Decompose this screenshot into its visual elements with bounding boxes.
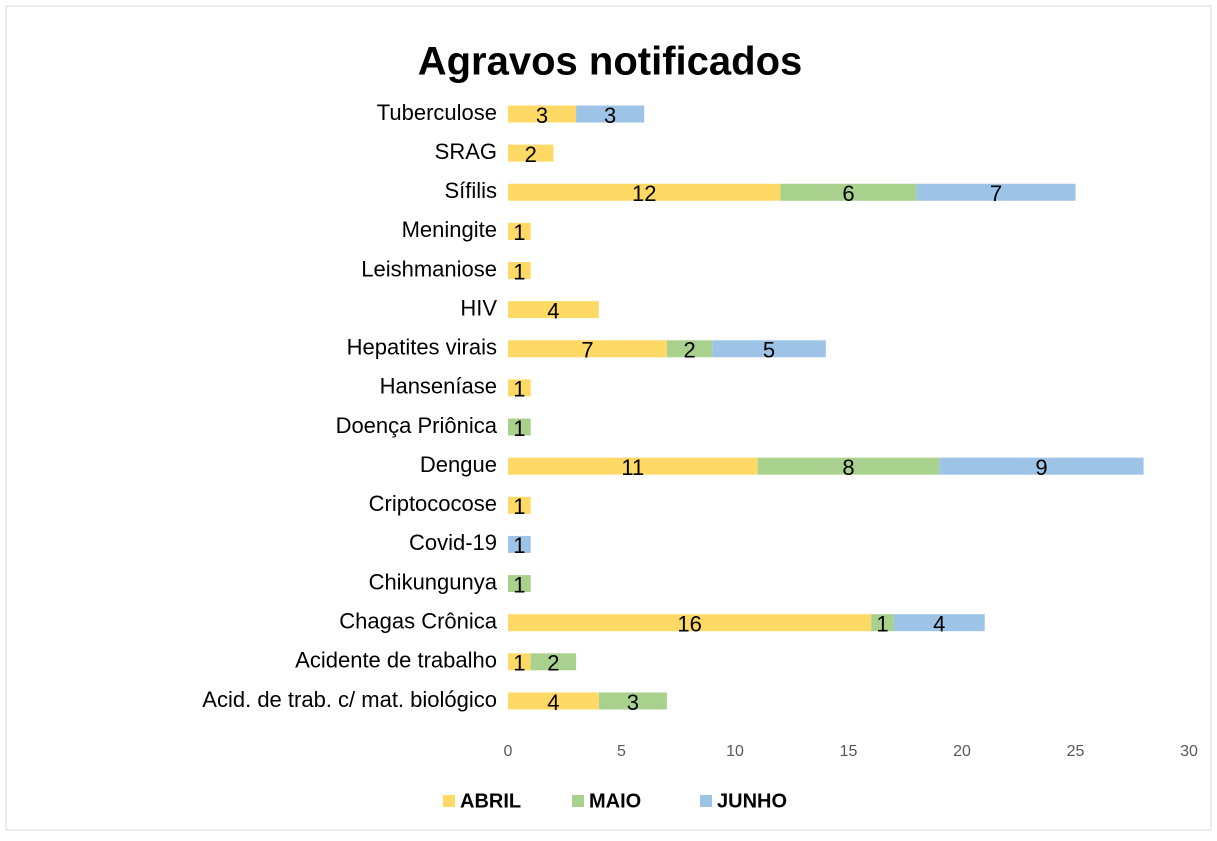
legend-swatch	[443, 795, 455, 807]
data-label: 7	[990, 181, 1002, 206]
legend-label: ABRIL	[460, 790, 521, 812]
bar-segment	[508, 105, 577, 123]
bar-segment	[508, 496, 531, 514]
data-label: 1	[513, 494, 525, 519]
y-tick-label: Doença Priônica	[336, 413, 498, 438]
x-tick-label: 30	[1180, 743, 1198, 760]
bar-segment	[530, 653, 577, 671]
data-label: 2	[683, 338, 695, 363]
data-label: 1	[513, 572, 525, 597]
y-tick-label: SRAG	[435, 139, 497, 164]
bar-segment	[508, 301, 599, 319]
bar-segment	[712, 340, 826, 358]
data-label: 1	[876, 612, 888, 637]
data-label: 1	[513, 259, 525, 284]
bar-segment	[916, 183, 1076, 201]
legend-swatch	[572, 795, 584, 807]
bar-segment	[508, 144, 554, 162]
data-label: 1	[513, 651, 525, 676]
data-label: 1	[513, 533, 525, 558]
bar-segment	[508, 692, 599, 710]
data-label: 9	[1035, 455, 1047, 480]
data-label: 3	[627, 690, 639, 715]
bar-segment	[508, 340, 667, 358]
bar-segment	[871, 614, 894, 632]
y-tick-label: Chagas Crônica	[339, 609, 498, 634]
legend-label: MAIO	[589, 790, 641, 812]
x-tick-label: 20	[953, 743, 971, 760]
bar-segment	[508, 575, 531, 593]
bar-segment	[666, 340, 713, 358]
bar-segment	[893, 614, 985, 632]
x-tick-label: 25	[1067, 743, 1085, 760]
bar-segment	[508, 418, 531, 436]
data-label: 6	[842, 181, 854, 206]
y-tick-label: Criptococose	[369, 491, 497, 516]
x-tick-label: 5	[617, 743, 626, 760]
bar-segment	[508, 262, 531, 280]
bar-segment	[508, 379, 531, 397]
data-label: 11	[621, 455, 644, 480]
y-tick-label: Chikungunya	[369, 569, 498, 594]
data-label: 12	[632, 181, 656, 206]
y-tick-label: Tuberculose	[377, 100, 497, 125]
y-tick-label: Acid. de trab. c/ mat. biológico	[202, 687, 497, 712]
data-label: 2	[525, 142, 537, 167]
data-label: 1	[513, 377, 525, 402]
y-tick-label: Meningite	[402, 217, 497, 242]
data-label: 4	[547, 298, 559, 323]
data-label: 4	[547, 690, 559, 715]
y-tick-label: Hanseníase	[380, 374, 497, 399]
data-label: 16	[677, 612, 701, 637]
y-tick-label: Sífilis	[444, 178, 497, 203]
bar-segment	[780, 183, 917, 201]
data-label: 1	[513, 220, 525, 245]
bar-segment	[508, 183, 781, 201]
y-tick-label: HIV	[460, 295, 497, 320]
bar-segment	[508, 535, 531, 553]
bar-segment	[508, 653, 531, 671]
data-label: 1	[513, 416, 525, 441]
data-label: 2	[547, 651, 559, 676]
data-label: 4	[933, 612, 945, 637]
y-tick-label: Dengue	[420, 452, 497, 477]
data-label: 3	[536, 103, 548, 128]
bar-segment	[508, 457, 758, 475]
data-label: 3	[604, 103, 616, 128]
bar-segment	[576, 105, 645, 123]
data-label: 5	[763, 338, 775, 363]
data-label: 8	[842, 455, 854, 480]
y-tick-label: Covid-19	[409, 530, 497, 555]
bar-segment	[939, 457, 1144, 475]
x-tick-label: 15	[840, 743, 858, 760]
y-tick-label: Hepatites virais	[347, 335, 497, 360]
bar-segment	[598, 692, 667, 710]
chart-title: Agravos notificados	[418, 40, 803, 84]
x-tick-label: 0	[504, 743, 513, 760]
x-tick-label: 10	[726, 743, 744, 760]
y-tick-label: Acidente de trabalho	[295, 648, 497, 673]
data-label: 7	[581, 338, 593, 363]
bar-segment	[757, 457, 940, 475]
bar-segment	[508, 614, 872, 632]
legend-label: JUNHO	[717, 790, 787, 812]
legend-swatch	[700, 795, 712, 807]
y-tick-label: Leishmaniose	[361, 256, 497, 281]
bar-segment	[508, 222, 531, 240]
